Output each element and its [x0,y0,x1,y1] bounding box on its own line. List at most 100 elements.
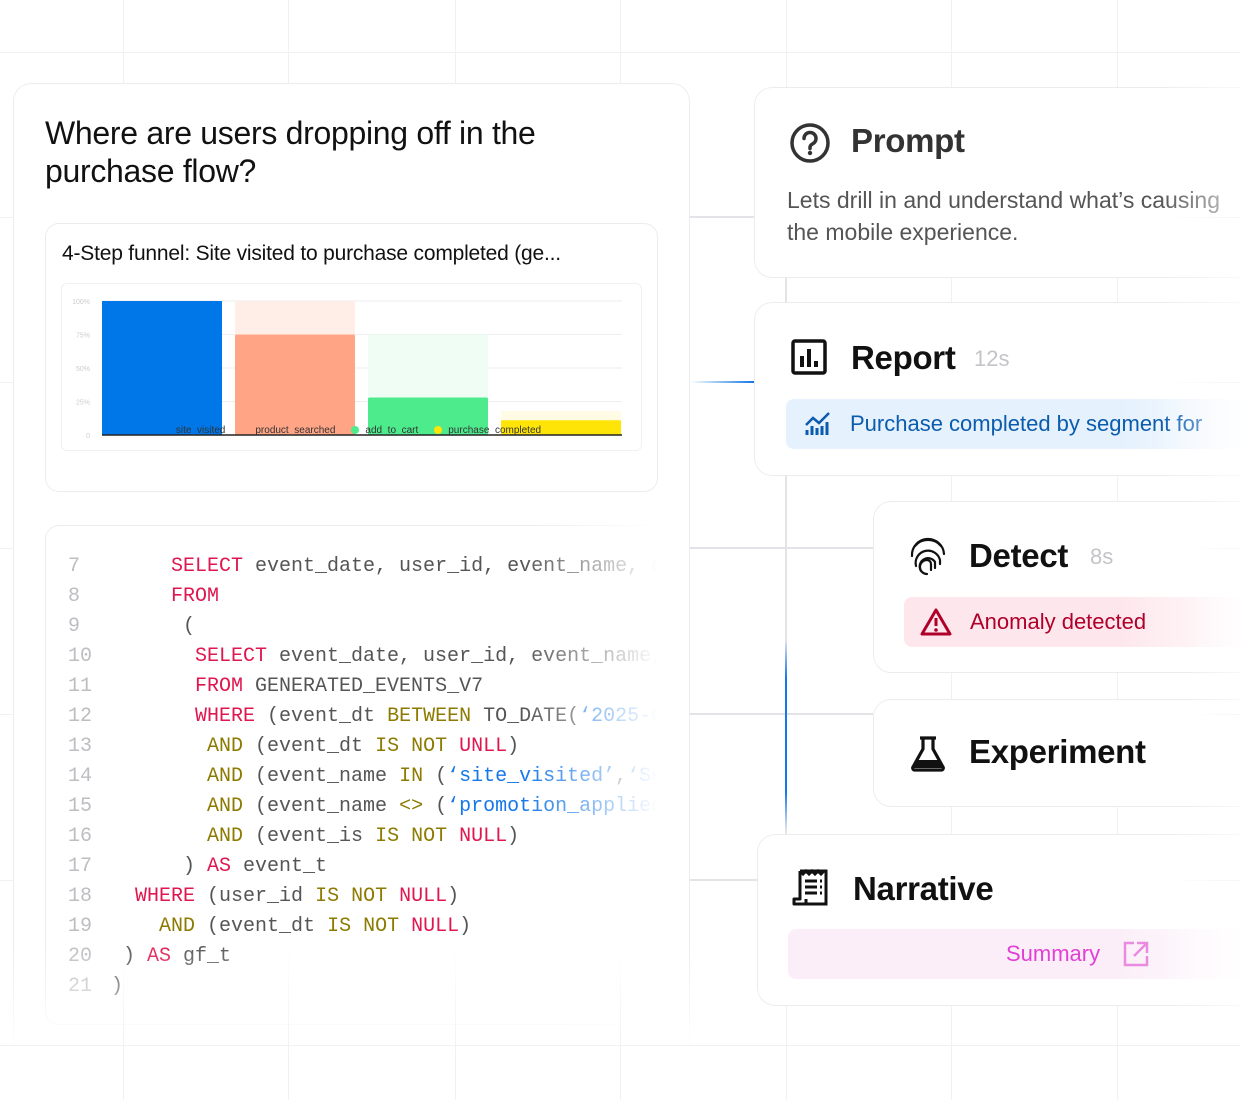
sql-text: ) [447,885,460,908]
sql-text [111,915,159,938]
line-number: 13 [68,735,93,758]
sql-text [111,795,207,818]
sql-string: ‘Se [627,765,657,788]
bar-purchase_completed[interactable] [501,420,621,435]
code-line: 15 AND (event_name <> (‘promotion_applie… [46,792,657,822]
prompt-text: Lets drill in and understand what’s caus… [787,187,1221,245]
sql-text: TO_DATE( [471,705,580,728]
question-circle-icon [790,123,830,163]
sql-text [111,585,171,608]
sql-operator: BETWEEN [387,705,472,728]
warning-triangle-icon [920,608,952,636]
code-line: 20 ) AS gf_t [46,942,657,972]
step-card-experiment[interactable]: Experiment [873,699,1240,807]
legend-item[interactable]: add_to_cart [351,425,418,436]
step-duration: 12s [974,346,1010,371]
connector [785,277,787,834]
anomaly-label: Anomaly detected [970,609,1147,634]
line-number: 10 [68,645,93,668]
sql-keyword: AS [147,945,172,968]
chart-legend: site_visited product_searched add_to_cart p… [62,425,641,436]
question-title: Where are users dropping off in the purc… [45,115,536,189]
code-line: 9 ( [46,612,657,642]
legend-dot [241,426,250,434]
sql-operator: IS NOT [315,885,388,908]
sql-keyword: FROM [195,675,244,698]
code-line: 13 AND (event_dt IS NOT UNLL) [46,732,657,762]
line-number: 14 [68,765,93,788]
step-title: Experiment [969,733,1146,770]
step-card-detect[interactable]: Detect 8s Anomaly detected [873,501,1240,673]
step-card-report[interactable]: Report 12s Purchase completed by segment… [754,302,1240,476]
summary-link[interactable]: Summary [788,929,1240,979]
sql-code: 7 SELECT event_date, user_id, event_name… [46,552,658,1002]
legend-item[interactable]: purchase_completed [434,425,541,436]
sql-operator: AND [207,765,244,788]
line-number: 18 [68,885,93,908]
line-number: 8 [68,585,81,608]
line-number: 17 [68,855,93,878]
sql-text: (event_name [243,795,400,818]
sql-text: (event_dt [255,705,388,728]
sql-text: GENERATED_EVENTS_V7 [243,675,484,698]
legend-dot [434,426,443,434]
sql-keyword: AS [207,855,232,878]
bar-product_searched[interactable] [235,334,355,436]
sql-text: ) [111,945,148,968]
report-link-label: Purchase completed by segment for [850,411,1203,436]
code-line: 7 SELECT event_date, user_id, event_name… [46,552,658,582]
receipt-icon [792,868,828,906]
external-link-icon [1123,941,1149,967]
analysis-card: Where are users dropping off in the purc… [13,83,690,1058]
sql-operator: IN [399,765,424,788]
step-title: Report [851,339,956,376]
bar-add_to_cart[interactable] [368,397,488,435]
sql-text [447,825,459,848]
sql-text: ( [111,615,196,638]
legend-dot [351,426,360,434]
line-number: 12 [68,705,93,728]
sql-text [111,555,171,578]
sql-keyword: NULL [399,885,448,908]
sql-text: (event_dt [195,915,328,938]
sql-text: ) [111,855,208,878]
connector [657,216,754,218]
step-title: Narrative [853,870,994,907]
sql-text: (event_is [243,825,376,848]
sql-text [111,765,207,788]
line-number: 20 [68,945,93,968]
code-line: 18 WHERE (user_id IS NOT NULL) [46,882,657,912]
sql-text: ) [507,825,520,848]
legend-label: add_to_cart [365,425,419,436]
sql-text: event_date, user_id, event_name, e [243,555,658,578]
sql-text [447,735,459,758]
report-link[interactable]: Purchase completed by segment for [786,399,1240,449]
sql-keyword: FROM [171,585,220,608]
legend-item[interactable]: site_visited [161,425,225,436]
sql-code-card[interactable]: 7 SELECT event_date, user_id, event_name… [45,525,658,1025]
funnel-chart-card[interactable]: 4-Step funnel: Site visited to purchase … [45,223,658,492]
sql-text [387,885,399,908]
legend-dot [161,426,170,434]
sql-keyword: UNLL [459,735,508,758]
y-tick-label: 75% [76,333,90,340]
step-card-narrative[interactable]: Narrative Summary [757,834,1240,1006]
connector [657,713,873,715]
flask-icon [911,736,945,772]
code-line: 14 AND (event_name IN (‘site_visited’,‘S… [46,762,657,792]
code-line: 21) [46,972,657,1002]
code-line: 10 SELECT event_date, user_id, event_nam… [46,642,657,672]
sql-text [111,645,195,668]
summary-label: Summary [1006,941,1101,966]
funnel-chart: 0 25% 50% 75% 100% [72,299,622,440]
step-card-prompt[interactable]: Prompt Lets drill in and understand what… [754,87,1240,278]
bar-site_visited[interactable] [102,301,222,435]
anomaly-link[interactable]: Anomaly detected [904,597,1240,647]
legend-item[interactable]: product_searched [241,425,335,436]
y-tick-label: 100% [72,299,90,306]
code-line: 12 WHERE (event_dt BETWEEN TO_DATE(‘2025… [46,702,657,732]
step-title: Prompt [851,122,965,159]
chart-plot-area: 0 25% 50% 75% 100% site_visited product_searc… [61,283,642,451]
sql-text: gf_t [171,945,232,968]
sql-keyword: WHERE [135,885,196,908]
